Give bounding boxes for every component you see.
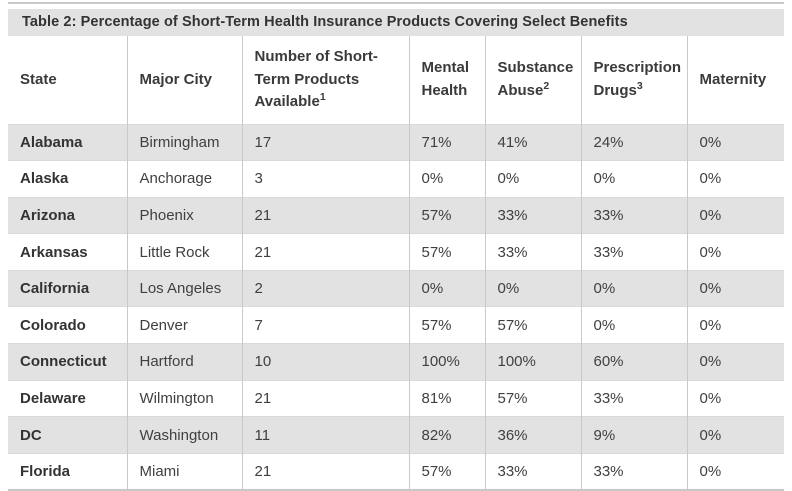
cell-products_available: 2 — [241, 269, 409, 307]
table-title-bar: Table 2: Percentage of Short-Term Health… — [8, 9, 784, 36]
column-header-state: State — [8, 36, 127, 124]
cell-prescription_drugs: 0% — [580, 306, 687, 344]
header-row: State Major City Number of Short-Term Prod… — [8, 36, 784, 124]
cell-maternity: 0% — [686, 123, 784, 161]
table-body: Alabama Birmingham 17 71% 41% 24% 0% Alaska Anch… — [8, 123, 784, 490]
cell-products_available: 21 — [241, 379, 409, 417]
cell-major_city: Miami — [126, 452, 242, 490]
cell-mental_health: 0% — [408, 269, 485, 307]
top-divider — [8, 2, 784, 4]
table-row-alaska: Alaska Anchorage 3 0% 0% 0% 0% — [8, 160, 784, 198]
cell-state: Florida — [8, 452, 127, 490]
cell-prescription_drugs: 0% — [580, 160, 687, 198]
cell-maternity: 0% — [686, 196, 784, 234]
column-header-maternity: Maternity — [686, 36, 784, 124]
cell-major_city: Anchorage — [126, 160, 242, 198]
cell-state: Connecticut — [8, 343, 127, 381]
cell-substance_abuse: 41% — [484, 123, 581, 161]
cell-major_city: Washington — [126, 416, 242, 454]
cell-prescription_drugs: 33% — [580, 233, 687, 271]
cell-mental_health: 57% — [408, 452, 485, 490]
cell-state: DC — [8, 416, 127, 454]
column-header-substance_abuse: Substance Abuse2 — [484, 36, 581, 124]
table-row-arkansas: Arkansas Little Rock 21 57% 33% 33% 0% — [8, 233, 784, 271]
cell-prescription_drugs: 0% — [580, 269, 687, 307]
cell-mental_health: 57% — [408, 196, 485, 234]
cell-mental_health: 57% — [408, 306, 485, 344]
table-row-colorado: Colorado Denver 7 57% 57% 0% 0% — [8, 306, 784, 344]
table-header: State Major City Number of Short-Term Prod… — [8, 36, 784, 124]
cell-products_available: 7 — [241, 306, 409, 344]
cell-products_available: 10 — [241, 343, 409, 381]
cell-substance_abuse: 57% — [484, 379, 581, 417]
cell-major_city: Birmingham — [126, 123, 242, 161]
cell-products_available: 11 — [241, 416, 409, 454]
cell-major_city: Little Rock — [126, 233, 242, 271]
column-header-major_city: Major City — [126, 36, 242, 124]
footnote-marker: 2 — [543, 79, 550, 92]
column-header-mental_health: Mental Health — [408, 36, 485, 124]
cell-substance_abuse: 57% — [484, 306, 581, 344]
cell-maternity: 0% — [686, 306, 784, 344]
cell-substance_abuse: 0% — [484, 269, 581, 307]
cell-major_city: Los Angeles — [126, 269, 242, 307]
cell-mental_health: 71% — [408, 123, 485, 161]
cell-products_available: 3 — [241, 160, 409, 198]
cell-substance_abuse: 0% — [484, 160, 581, 198]
cell-products_available: 17 — [241, 123, 409, 161]
cell-substance_abuse: 100% — [484, 343, 581, 381]
cell-maternity: 0% — [686, 233, 784, 271]
cell-major_city: Hartford — [126, 343, 242, 381]
cell-substance_abuse: 36% — [484, 416, 581, 454]
cell-prescription_drugs: 60% — [580, 343, 687, 381]
footnote-marker: 3 — [636, 79, 643, 92]
cell-major_city: Wilmington — [126, 379, 242, 417]
table-row-connecticut: Connecticut Hartford 10 100% 100% 60% 0% — [8, 343, 784, 381]
table-title: Table 2: Percentage of Short-Term Health… — [22, 14, 628, 30]
cell-state: Delaware — [8, 379, 127, 417]
cell-mental_health: 57% — [408, 233, 485, 271]
cell-products_available: 21 — [241, 452, 409, 490]
cell-mental_health: 0% — [408, 160, 485, 198]
data-table: State Major City Number of Short-Term Prod… — [8, 36, 784, 491]
column-header-products_available: Number of Short-Term Products Available1 — [241, 36, 409, 124]
cell-state: Arizona — [8, 196, 127, 234]
cell-maternity: 0% — [686, 452, 784, 490]
cell-substance_abuse: 33% — [484, 233, 581, 271]
cell-state: California — [8, 269, 127, 307]
cell-prescription_drugs: 24% — [580, 123, 687, 161]
cell-major_city: Phoenix — [126, 196, 242, 234]
footnote-marker: 1 — [319, 91, 326, 103]
column-header-prescription_drugs: Prescription Drugs3 — [580, 36, 687, 124]
table-row-arizona: Arizona Phoenix 21 57% 33% 33% 0% — [8, 196, 784, 234]
cell-prescription_drugs: 33% — [580, 452, 687, 490]
table-row-california: California Los Angeles 2 0% 0% 0% 0% — [8, 269, 784, 307]
cell-maternity: 0% — [686, 160, 784, 198]
cell-substance_abuse: 33% — [484, 452, 581, 490]
cell-maternity: 0% — [686, 379, 784, 417]
cell-products_available: 21 — [241, 233, 409, 271]
cell-state: Alaska — [8, 160, 127, 198]
cell-major_city: Denver — [126, 306, 242, 344]
table-row-delaware: Delaware Wilmington 21 81% 57% 33% 0% — [8, 379, 784, 417]
cell-maternity: 0% — [686, 416, 784, 454]
table-row-dc: DC Washington 11 82% 36% 9% 0% — [8, 416, 784, 454]
cell-mental_health: 81% — [408, 379, 485, 417]
cell-prescription_drugs: 33% — [580, 196, 687, 234]
cell-state: Arkansas — [8, 233, 127, 271]
cell-products_available: 21 — [241, 196, 409, 234]
cell-state: Alabama — [8, 123, 127, 161]
cell-mental_health: 100% — [408, 343, 485, 381]
cell-maternity: 0% — [686, 343, 784, 381]
cell-maternity: 0% — [686, 269, 784, 307]
cell-prescription_drugs: 9% — [580, 416, 687, 454]
benefits-table-figure: Table 2: Percentage of Short-Term Health… — [8, 2, 784, 491]
cell-substance_abuse: 33% — [484, 196, 581, 234]
table-row-florida: Florida Miami 21 57% 33% 33% 0% — [8, 452, 784, 490]
cell-mental_health: 82% — [408, 416, 485, 454]
cell-state: Colorado — [8, 306, 127, 344]
table-row-alabama: Alabama Birmingham 17 71% 41% 24% 0% — [8, 123, 784, 161]
cell-prescription_drugs: 33% — [580, 379, 687, 417]
